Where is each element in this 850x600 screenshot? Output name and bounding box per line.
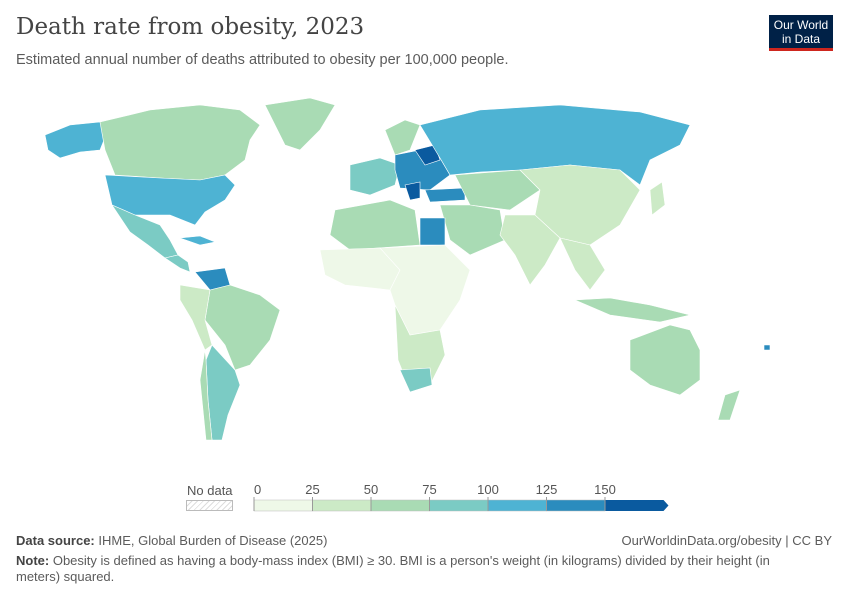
region-chile (199, 349, 213, 441)
legend-tick-label: 25 (305, 482, 319, 497)
region-central-east-africa (379, 244, 471, 336)
region-russia (419, 104, 691, 186)
source-text: IHME, Global Burden of Disease (2025) (98, 533, 328, 548)
region-greenland (264, 97, 336, 151)
region-central-asia (454, 169, 541, 211)
region-alaska (44, 121, 109, 159)
region-balkans (404, 181, 421, 201)
region-andes (179, 284, 213, 351)
world-map[interactable] (0, 85, 850, 465)
owid-logo[interactable]: Our World in Data (769, 15, 833, 51)
no-data-swatch (186, 500, 233, 511)
legend-bin (487, 499, 547, 512)
note-label: Note: (16, 553, 50, 568)
source-label: Data source: (16, 533, 95, 548)
chart-title: Death rate from obesity, 2023 (16, 14, 365, 40)
legend-tick-label: 50 (364, 482, 378, 497)
region-southeast-asia (559, 237, 606, 291)
region-scandinavia (384, 119, 421, 156)
legend-tick-label: 75 (422, 482, 436, 497)
region-middle-east (439, 204, 506, 256)
legend-tick-label: 125 (536, 482, 558, 497)
region-western-europe (349, 157, 401, 196)
region-north-africa (329, 199, 421, 251)
note-text: Obesity is defined as having a body-mass… (16, 553, 770, 584)
note: Note: Obesity is defined as having a bod… (16, 553, 816, 585)
data-source: Data source: IHME, Global Burden of Dise… (16, 533, 327, 548)
legend-bin (370, 499, 430, 512)
region-china-mongolia (519, 164, 641, 246)
region-australia (629, 324, 701, 396)
region-south-africa (399, 367, 433, 393)
region-brazil (204, 284, 281, 371)
region-central-america (164, 254, 191, 273)
source-link[interactable]: OurWorldinData.org/obesity | CC BY (621, 533, 833, 548)
legend-bin (253, 499, 313, 512)
chart-subtitle: Estimated annual number of deaths attrib… (16, 52, 509, 68)
legend-bin (546, 499, 606, 512)
region-ukraine (414, 144, 441, 166)
legend-tick-label: 0 (254, 482, 261, 497)
region-turkey (424, 187, 466, 203)
legend-bin (605, 500, 669, 511)
region-caribbean (179, 235, 217, 246)
region-pacific-islands (763, 344, 771, 351)
color-legend: 0 25 50 75 100 125 150 (253, 482, 669, 512)
no-data-label: No data (187, 483, 233, 498)
region-new-zealand (717, 389, 741, 421)
legend-bin (429, 499, 489, 512)
legend-bin (312, 499, 372, 512)
region-japan (649, 181, 666, 216)
region-india (499, 214, 561, 286)
logo-text: in Data (781, 32, 821, 46)
region-canada (99, 104, 261, 181)
region-egypt (419, 217, 446, 246)
legend-tick-label: 150 (594, 482, 616, 497)
region-indonesia (574, 297, 691, 323)
region-southern-africa (394, 304, 446, 391)
logo-text: Our World (773, 18, 829, 32)
legend-tick-label: 100 (477, 482, 499, 497)
